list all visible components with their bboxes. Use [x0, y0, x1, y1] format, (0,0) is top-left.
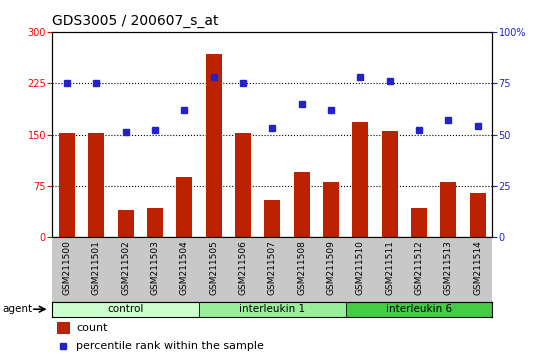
Bar [411, 209, 427, 237]
Text: agent: agent [3, 304, 33, 314]
Text: GSM211503: GSM211503 [150, 240, 159, 295]
Text: interleukin 6: interleukin 6 [386, 304, 452, 314]
Text: GSM211510: GSM211510 [356, 240, 365, 295]
Text: GSM211504: GSM211504 [180, 240, 189, 295]
Bar [294, 172, 310, 237]
Text: GSM211514: GSM211514 [473, 240, 482, 295]
Text: control: control [107, 304, 144, 314]
Text: GDS3005 / 200607_s_at: GDS3005 / 200607_s_at [52, 14, 219, 28]
Text: GSM211501: GSM211501 [92, 240, 101, 295]
Text: GSM211506: GSM211506 [238, 240, 248, 295]
Bar [352, 122, 368, 237]
Text: GSM211508: GSM211508 [297, 240, 306, 295]
Bar [440, 182, 456, 237]
Bar [88, 133, 104, 237]
Text: GSM211507: GSM211507 [268, 240, 277, 295]
Bar [199, 302, 345, 317]
Bar [323, 182, 339, 237]
Bar [470, 193, 486, 237]
Text: GSM211513: GSM211513 [444, 240, 453, 295]
Text: GSM211505: GSM211505 [209, 240, 218, 295]
Bar [147, 209, 163, 237]
Bar [52, 302, 199, 317]
Bar [235, 133, 251, 237]
Bar [118, 210, 134, 237]
Bar [264, 200, 280, 237]
Bar [206, 54, 222, 237]
Bar [57, 322, 70, 335]
Text: GSM211509: GSM211509 [326, 240, 336, 295]
Text: count: count [76, 323, 108, 333]
Bar [345, 302, 492, 317]
Text: GSM211500: GSM211500 [62, 240, 72, 295]
Text: GSM211512: GSM211512 [414, 240, 424, 295]
Bar [59, 133, 75, 237]
Text: GSM211511: GSM211511 [385, 240, 394, 295]
Text: interleukin 1: interleukin 1 [239, 304, 305, 314]
Text: GSM211502: GSM211502 [121, 240, 130, 295]
Bar [176, 177, 192, 237]
Text: percentile rank within the sample: percentile rank within the sample [76, 341, 265, 350]
Bar [382, 131, 398, 237]
